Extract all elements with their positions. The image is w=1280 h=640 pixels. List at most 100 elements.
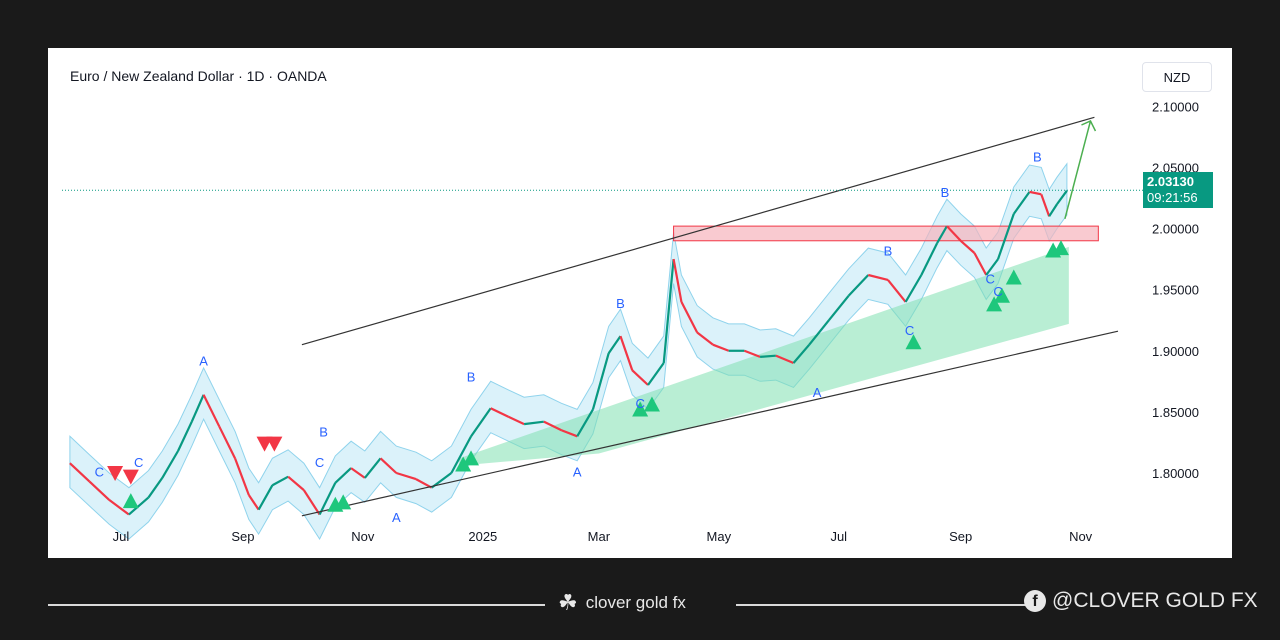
price-segment [847,274,870,297]
price-segment [1040,193,1051,217]
x-tick-label: 2025 [468,529,497,544]
channel-upper-line [301,116,1095,346]
price-segment [959,239,976,254]
price-segment [287,475,305,491]
price-segment [363,457,382,479]
price-segment [1048,203,1058,217]
sell-signal-triangle [122,469,139,485]
last-price-value: 2.03130 [1147,174,1194,189]
x-tick-label: Nov [351,529,375,544]
price-segment [647,362,665,386]
wave-label: C [134,455,143,470]
x-tick-label: Sep [949,529,972,544]
buy-signal-triangle [463,450,480,466]
wave-label: A [573,465,582,480]
buy-signal-triangle [122,493,139,509]
price-segment [607,335,622,354]
wave-label: B [1033,149,1042,164]
social-handle-text: @CLOVER GOLD FX [1052,589,1258,612]
price-segment [946,225,962,242]
buy-signal-triangle [993,287,1010,303]
footer-divider-left [48,604,545,606]
price-segment [490,407,509,418]
x-tick-label: May [707,529,732,544]
brand-name: clover gold fx [585,593,686,612]
wave-label: B [319,424,328,439]
price-segment [271,475,289,487]
price-segment [177,421,193,452]
price-segment [234,457,250,496]
bar-countdown: 09:21:56 [1147,190,1198,205]
buy-signal-triangle [643,396,660,412]
price-segment [561,429,578,438]
social-handle[interactable]: f @CLOVER GOLD FX [1024,589,1258,613]
y-tick-label: 1.80000 [1152,466,1199,481]
price-segment [936,225,948,244]
price-segment [302,489,321,516]
symbol-title: Euro / New Zealand Dollar · 1D · OANDA [70,68,327,84]
price-segment [696,331,714,346]
wave-label: C [993,284,1002,299]
price-segment [887,279,907,303]
x-tick-label: Sep [231,529,254,544]
price-segment [88,480,110,501]
price-segment [867,273,889,281]
price-segment [775,354,794,365]
price-segment [147,477,164,499]
y-tick-label: 2.10000 [1152,99,1199,114]
buy-signal-triangle [905,334,922,350]
buy-signal-triangle [986,296,1003,312]
channel-lower-line [301,330,1119,517]
buy-signal-triangle [632,401,649,417]
price-segment [997,213,1015,260]
y-tick-label: 2.05000 [1152,160,1199,175]
wave-label: B [616,296,625,311]
price-segment [712,343,730,352]
price-chart[interactable]: CCABCABABCABCBCCB2.100002.050002.000001.… [48,48,1232,558]
projection-arrow [1064,120,1092,219]
price-segment [792,343,811,364]
buy-signal-triangle [1005,269,1022,285]
price-segment [450,435,472,474]
wave-label: A [199,353,208,368]
wave-label: B [884,243,893,258]
x-tick-label: Jul [113,529,130,544]
wave-label: C [315,455,324,470]
currency-selector[interactable]: NZD [1142,62,1212,92]
price-segment [543,420,562,432]
price-segment [190,394,205,423]
price-segment [247,494,260,511]
wave-label: C [635,396,644,411]
cloud-band [69,162,1068,541]
price-segment [395,471,417,481]
price-segment [576,408,594,437]
wave-label: B [467,369,476,384]
price-segment [202,394,221,428]
y-tick-label: 1.95000 [1152,283,1199,298]
price-segment [69,462,91,483]
buy-signal-triangle [335,494,352,510]
wave-label: C [985,272,994,287]
last-price-tag: 2.03130 09:21:56 [1143,172,1213,208]
clover-icon: ☘ [558,590,578,615]
x-tick-label: Mar [588,529,611,544]
price-segment [415,478,433,489]
price-segment [828,295,850,321]
price-segment [507,415,525,426]
brand-label: ☘ clover gold fx [558,590,686,616]
price-segment [161,450,179,479]
price-segment [591,352,610,410]
wave-label: A [813,385,822,400]
price-segment [743,349,761,358]
sell-signal-triangle [107,466,124,481]
price-segment [973,252,988,276]
price-segment [523,420,544,426]
price-segment [257,484,274,511]
x-tick-label: Nov [1069,529,1093,544]
price-segment [108,499,130,516]
chart-panel: C C A B C A B A B C A B C B C C B 2.10000 2.05000 2.00000 1.… [48,48,1232,558]
price-segment [680,301,699,333]
price-segment [619,335,634,371]
price-segment [128,496,150,516]
y-tick-label: 1.90000 [1152,344,1199,359]
